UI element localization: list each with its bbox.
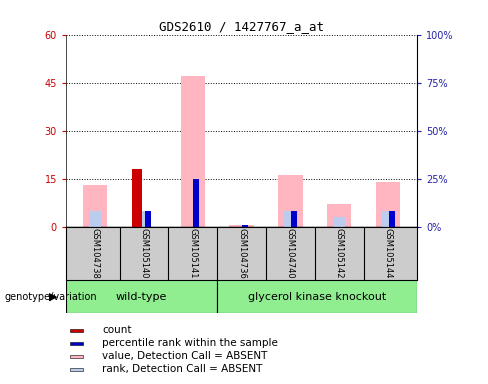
Text: GSM104738: GSM104738 bbox=[91, 228, 100, 279]
Text: GSM104740: GSM104740 bbox=[286, 228, 295, 279]
Text: GSM105142: GSM105142 bbox=[335, 228, 344, 279]
Bar bbox=[229, 225, 254, 227]
Bar bbox=[376, 182, 400, 227]
Bar bbox=[327, 204, 351, 227]
Text: ▶: ▶ bbox=[49, 291, 58, 302]
Bar bbox=[144, 210, 151, 227]
Bar bbox=[193, 179, 200, 227]
Bar bbox=[70, 342, 83, 345]
Text: GSM104736: GSM104736 bbox=[237, 228, 246, 279]
Text: rank, Detection Call = ABSENT: rank, Detection Call = ABSENT bbox=[102, 364, 262, 374]
Bar bbox=[66, 280, 217, 313]
Text: GSM105140: GSM105140 bbox=[140, 228, 148, 279]
Bar bbox=[70, 368, 83, 371]
Bar bbox=[333, 217, 346, 227]
Bar bbox=[138, 210, 150, 227]
Bar bbox=[89, 210, 102, 227]
Bar bbox=[242, 225, 248, 227]
Text: wild-type: wild-type bbox=[116, 291, 167, 302]
Text: genotype/variation: genotype/variation bbox=[5, 291, 98, 302]
Text: glycerol kinase knockout: glycerol kinase knockout bbox=[248, 291, 386, 302]
Bar bbox=[181, 76, 205, 227]
Title: GDS2610 / 1427767_a_at: GDS2610 / 1427767_a_at bbox=[159, 20, 324, 33]
Bar bbox=[285, 210, 297, 227]
Bar bbox=[70, 329, 83, 332]
Text: value, Detection Call = ABSENT: value, Detection Call = ABSENT bbox=[102, 351, 267, 361]
Text: percentile rank within the sample: percentile rank within the sample bbox=[102, 338, 278, 348]
Bar bbox=[291, 210, 297, 227]
Text: count: count bbox=[102, 325, 131, 335]
Bar bbox=[132, 169, 142, 227]
Text: GSM105144: GSM105144 bbox=[384, 228, 392, 279]
Text: GSM105141: GSM105141 bbox=[188, 228, 197, 279]
Bar bbox=[70, 355, 83, 358]
Bar bbox=[83, 185, 107, 227]
Bar bbox=[382, 210, 394, 227]
Bar bbox=[388, 210, 395, 227]
Bar bbox=[217, 280, 417, 313]
Bar bbox=[278, 175, 303, 227]
